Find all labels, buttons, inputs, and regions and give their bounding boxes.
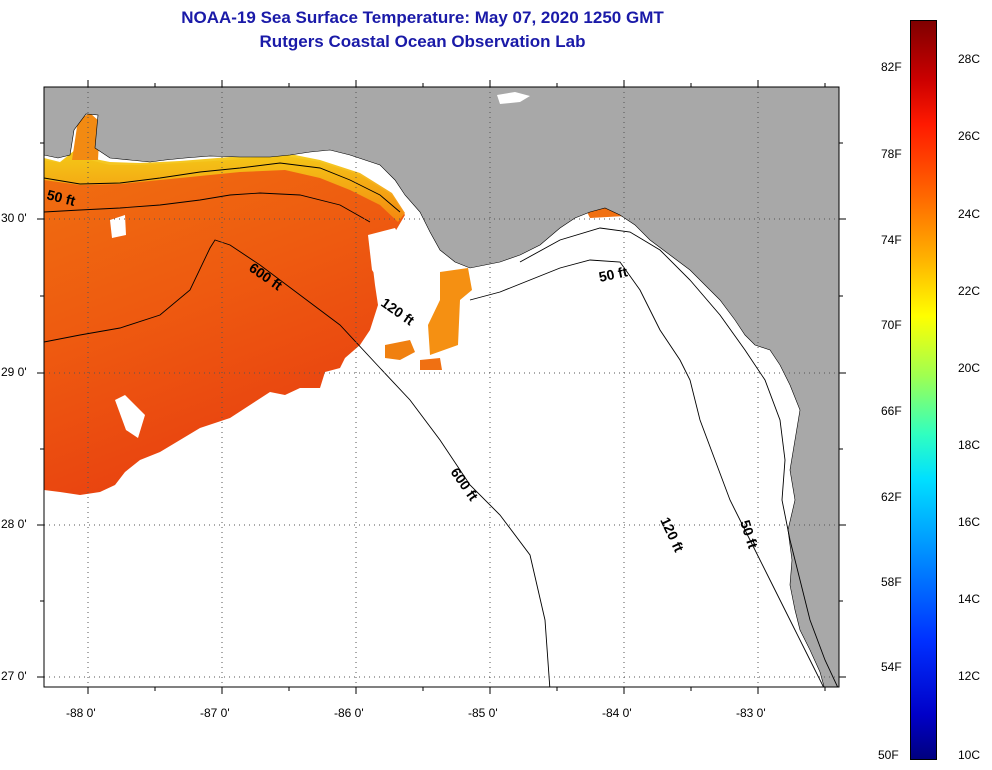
lon-label: -85 0' — [468, 706, 498, 720]
lon-label: -88 0' — [66, 706, 96, 720]
lon-label: -84 0' — [602, 706, 632, 720]
colorbar-c-label: 10C — [958, 748, 981, 762]
colorbar-c-label: 26C — [958, 129, 981, 143]
land-mass — [44, 87, 839, 687]
lon-label: -87 0' — [200, 706, 230, 720]
colorbar-c-label: 22C — [958, 284, 981, 298]
colorbar-f-label: 74F — [881, 233, 902, 247]
lat-label: 30 0' — [1, 211, 27, 225]
contour-120ft-west — [44, 192, 371, 223]
contour-50ft-west — [44, 162, 401, 213]
contour-120ft-east — [469, 259, 825, 687]
colorbar-f-label: 82F — [881, 60, 902, 74]
colorbar-f-label: 70F — [881, 318, 902, 332]
sst-coastal-band — [44, 150, 405, 222]
temperature-colorbar — [910, 20, 937, 760]
colorbar-f-label: 78F — [881, 147, 902, 161]
colorbar-c-label: 24C — [958, 207, 981, 221]
map-title: NOAA-19 Sea Surface Temperature: May 07,… — [181, 8, 664, 27]
sst-patch-apalachicola — [428, 268, 472, 355]
colorbar-f-label: 62F — [881, 490, 902, 504]
contour-label-50ft-east: 50 ft — [597, 263, 629, 285]
map-frame — [43, 86, 840, 688]
lat-label: 29 0' — [1, 365, 27, 379]
contour-50ft-east — [519, 227, 839, 687]
colorbar-c-label: 28C — [958, 52, 981, 66]
colorbar-f-label: 54F — [881, 660, 902, 674]
colorbar-c-label: 14C — [958, 592, 981, 606]
lat-label: 28 0' — [1, 517, 27, 531]
colorbar-f-label: 66F — [881, 404, 902, 418]
colorbar-f-label: 50F — [878, 748, 899, 762]
grid-lines — [44, 87, 839, 687]
lon-label: -83 0' — [736, 706, 766, 720]
colorbar-c-label: 12C — [958, 669, 981, 683]
lat-label: 27 0' — [1, 669, 27, 683]
colorbar-f-label: 58F — [881, 575, 902, 589]
contour-600ft — [44, 239, 551, 687]
lon-label: -86 0' — [334, 706, 364, 720]
colorbar-c-label: 18C — [958, 438, 981, 452]
colorbar-c-label: 16C — [958, 515, 981, 529]
colorbar-c-label: 20C — [958, 361, 981, 375]
map-subtitle: Rutgers Coastal Ocean Observation Lab — [259, 32, 586, 51]
contour-label-50ft-west: 50 ft — [45, 186, 77, 209]
